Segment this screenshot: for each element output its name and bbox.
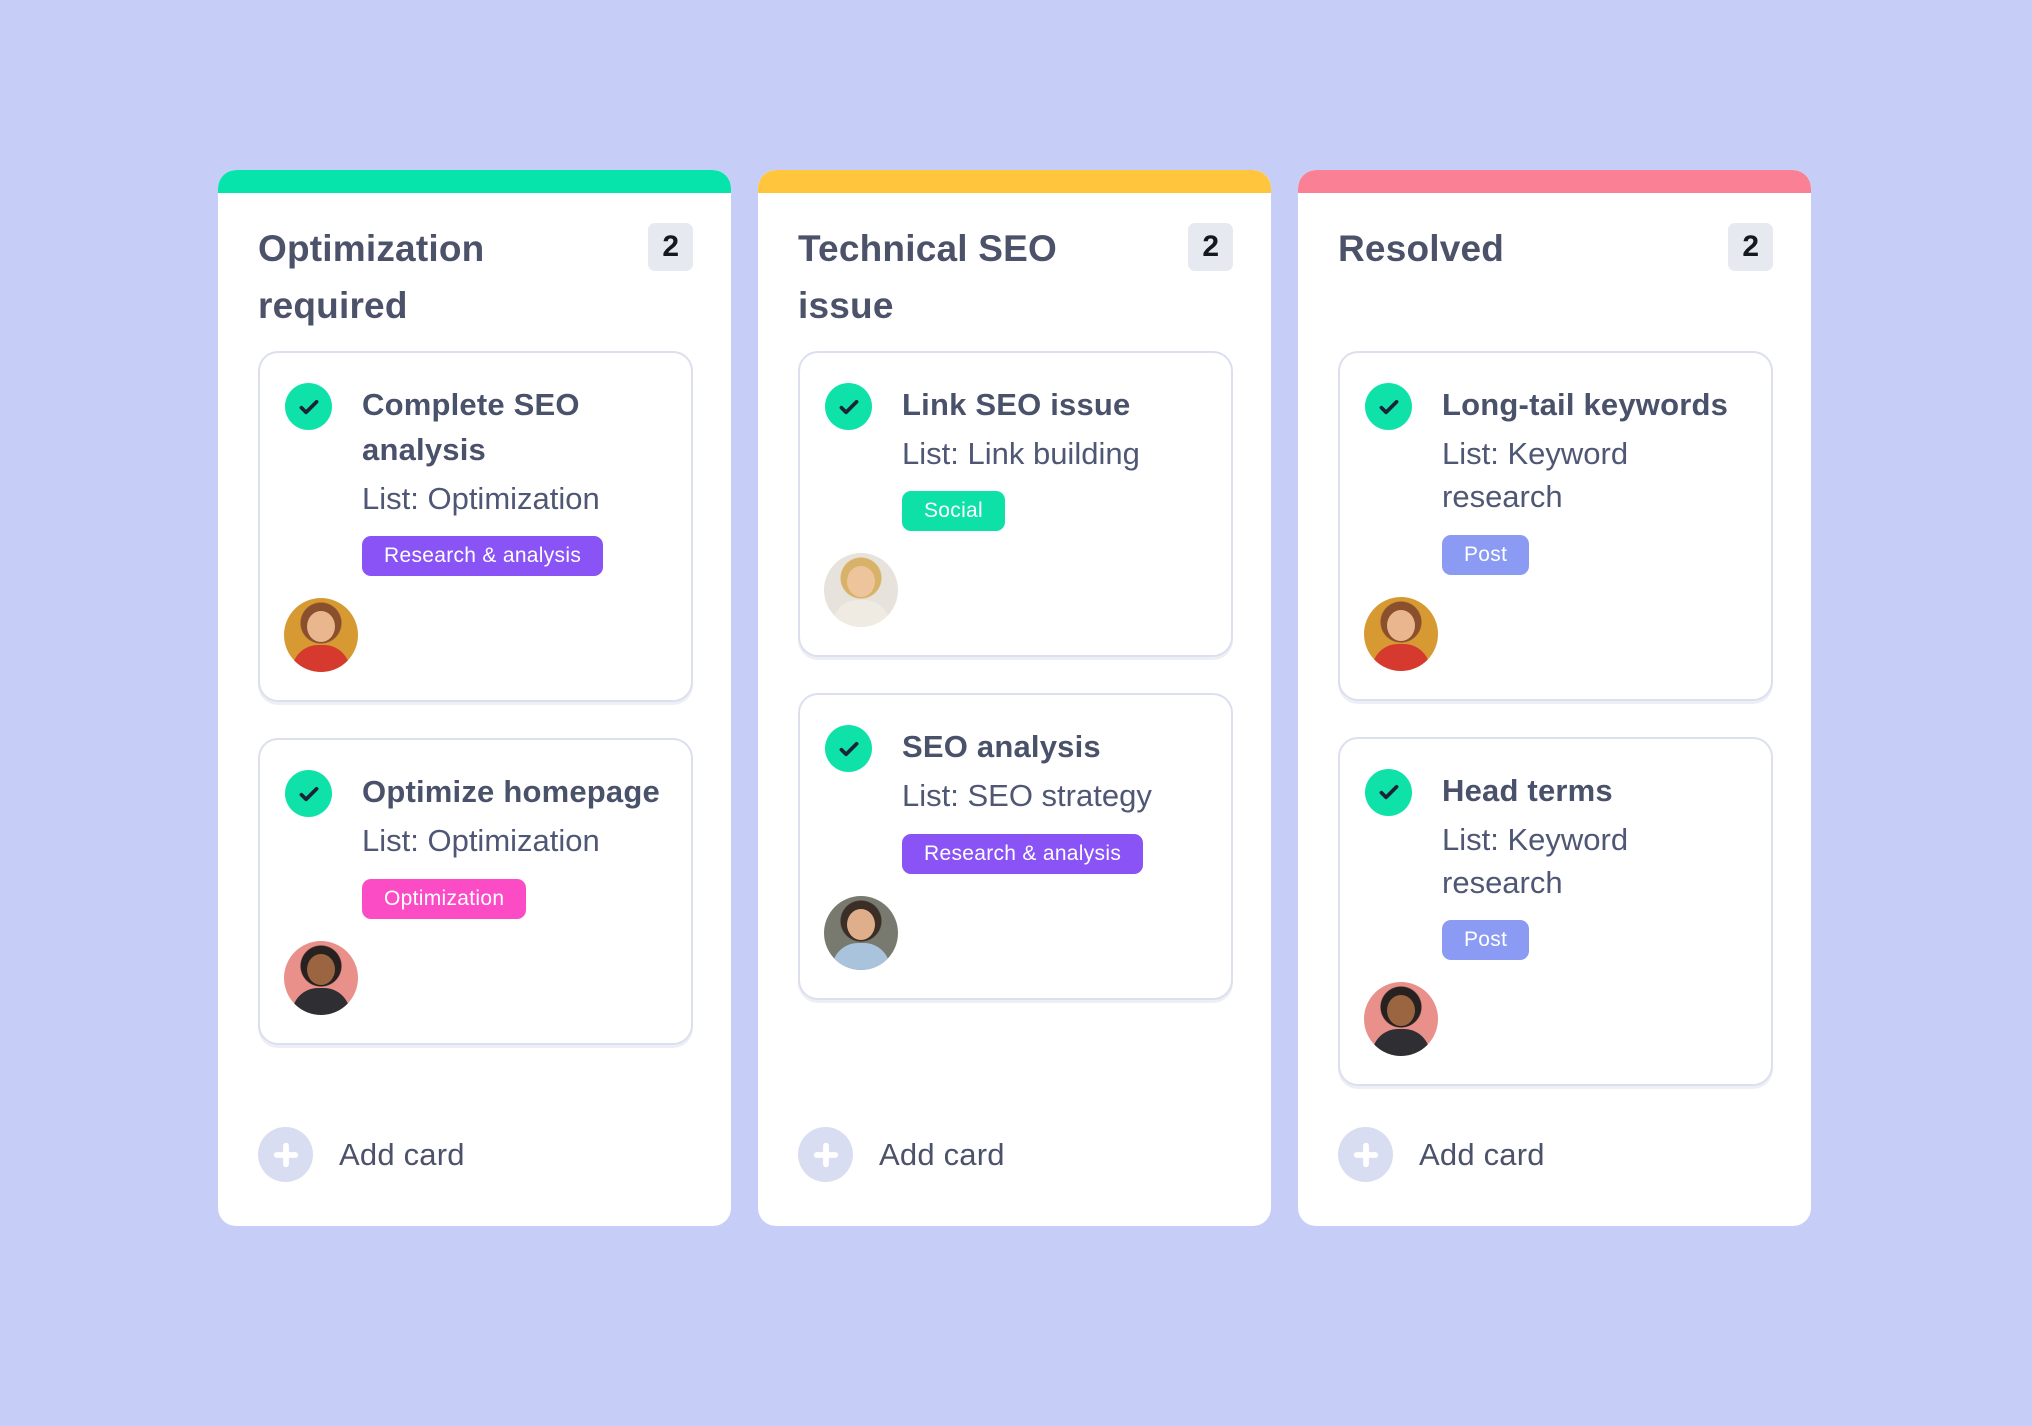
column-count-badge: 2: [1188, 223, 1233, 271]
add-card-button[interactable]: Add card: [1338, 1127, 1773, 1182]
add-card-button[interactable]: Add card: [258, 1127, 693, 1182]
assignee-avatar: [824, 553, 898, 628]
assignee-avatar: [1364, 596, 1438, 671]
card-title: SEO analysis: [902, 729, 1101, 765]
column-title: Resolved: [1338, 228, 1505, 269]
add-card-label: Add card: [339, 1136, 465, 1172]
task-card[interactable]: Long-tail keywords List: Keyword researc…: [1338, 351, 1773, 701]
card-title: Complete SEO analysis: [362, 387, 580, 467]
column-accent-bar: [1298, 170, 1811, 193]
card-list-label: List: Keyword research: [1442, 821, 1629, 901]
assignee-avatar: [284, 940, 358, 1015]
assignee-avatar: [1364, 982, 1438, 1057]
card-title: Link SEO issue: [902, 387, 1131, 422]
complete-toggle[interactable]: [825, 725, 872, 773]
card-tag: Research & analysis: [362, 536, 604, 577]
board-column-optimization-required: Optimization required 2 Complete SEO ana…: [218, 170, 731, 1226]
card-list-label: List: SEO strategy: [902, 778, 1152, 814]
check-icon: [839, 741, 858, 756]
task-card[interactable]: Link SEO issue List: Link building Socia…: [798, 351, 1233, 658]
card-title: Long-tail keywords: [1442, 387, 1729, 422]
assignee-avatar: [824, 895, 898, 970]
assignee-avatar: [284, 598, 358, 673]
card-list-label: List: Optimization: [362, 480, 600, 516]
card-list: Link SEO issue List: Link building Socia…: [798, 351, 1233, 1000]
card-list: Long-tail keywords List: Keyword researc…: [1338, 351, 1773, 1087]
check-icon: [1379, 785, 1398, 800]
task-card[interactable]: Head terms List: Keyword research Post: [1338, 736, 1773, 1087]
add-card-label: Add card: [879, 1136, 1005, 1172]
column-header: Optimization required 2: [258, 221, 693, 351]
check-icon: [1379, 399, 1398, 414]
card-tag: Social: [902, 491, 1005, 532]
complete-toggle[interactable]: [285, 770, 332, 818]
plus-icon: [258, 1127, 313, 1182]
add-card-label: Add card: [1419, 1136, 1545, 1172]
task-card[interactable]: Optimize homepage List: Optimization Opt…: [258, 738, 693, 1045]
card-tag: Post: [1442, 920, 1530, 961]
complete-toggle[interactable]: [825, 383, 872, 430]
card-tag: Optimization: [362, 878, 527, 919]
column-count-badge: 2: [1728, 223, 1773, 271]
check-icon: [299, 786, 318, 801]
add-card-button[interactable]: Add card: [798, 1127, 1233, 1182]
kanban-board: Optimization required 2 Complete SEO ana…: [218, 170, 1811, 1226]
column-title: Optimization required: [258, 228, 485, 326]
complete-toggle[interactable]: [1365, 383, 1412, 430]
board-column-resolved: Resolved 2 Long-tail keywords List: Keyw…: [1298, 170, 1811, 1226]
column-count-badge: 2: [648, 223, 693, 271]
card-list: Complete SEO analysis List: Optimization…: [258, 351, 693, 1045]
column-header: Resolved 2: [1338, 221, 1773, 351]
column-accent-bar: [758, 170, 1271, 193]
column-accent-bar: [218, 170, 731, 193]
task-card[interactable]: Complete SEO analysis List: Optimization…: [258, 351, 693, 703]
card-title: Optimize homepage: [362, 774, 660, 810]
card-title: Head terms: [1442, 772, 1613, 808]
card-list-label: List: Optimization: [362, 823, 600, 859]
card-list-label: List: Keyword research: [1442, 435, 1629, 515]
plus-icon: [798, 1127, 853, 1182]
complete-toggle[interactable]: [1365, 768, 1412, 816]
task-card[interactable]: SEO analysis List: SEO strategy Research…: [798, 693, 1233, 1000]
card-tag: Research & analysis: [902, 833, 1144, 874]
complete-toggle[interactable]: [285, 383, 332, 430]
plus-icon: [1338, 1127, 1393, 1182]
board-column-technical-seo-issue: Technical SEO issue 2 Link SEO issue Lis…: [758, 170, 1271, 1226]
card-list-label: List: Link building: [902, 435, 1140, 471]
column-title: Technical SEO issue: [798, 228, 1057, 326]
card-tag: Post: [1442, 534, 1530, 575]
column-header: Technical SEO issue 2: [798, 221, 1233, 351]
check-icon: [299, 399, 318, 414]
check-icon: [839, 399, 858, 414]
